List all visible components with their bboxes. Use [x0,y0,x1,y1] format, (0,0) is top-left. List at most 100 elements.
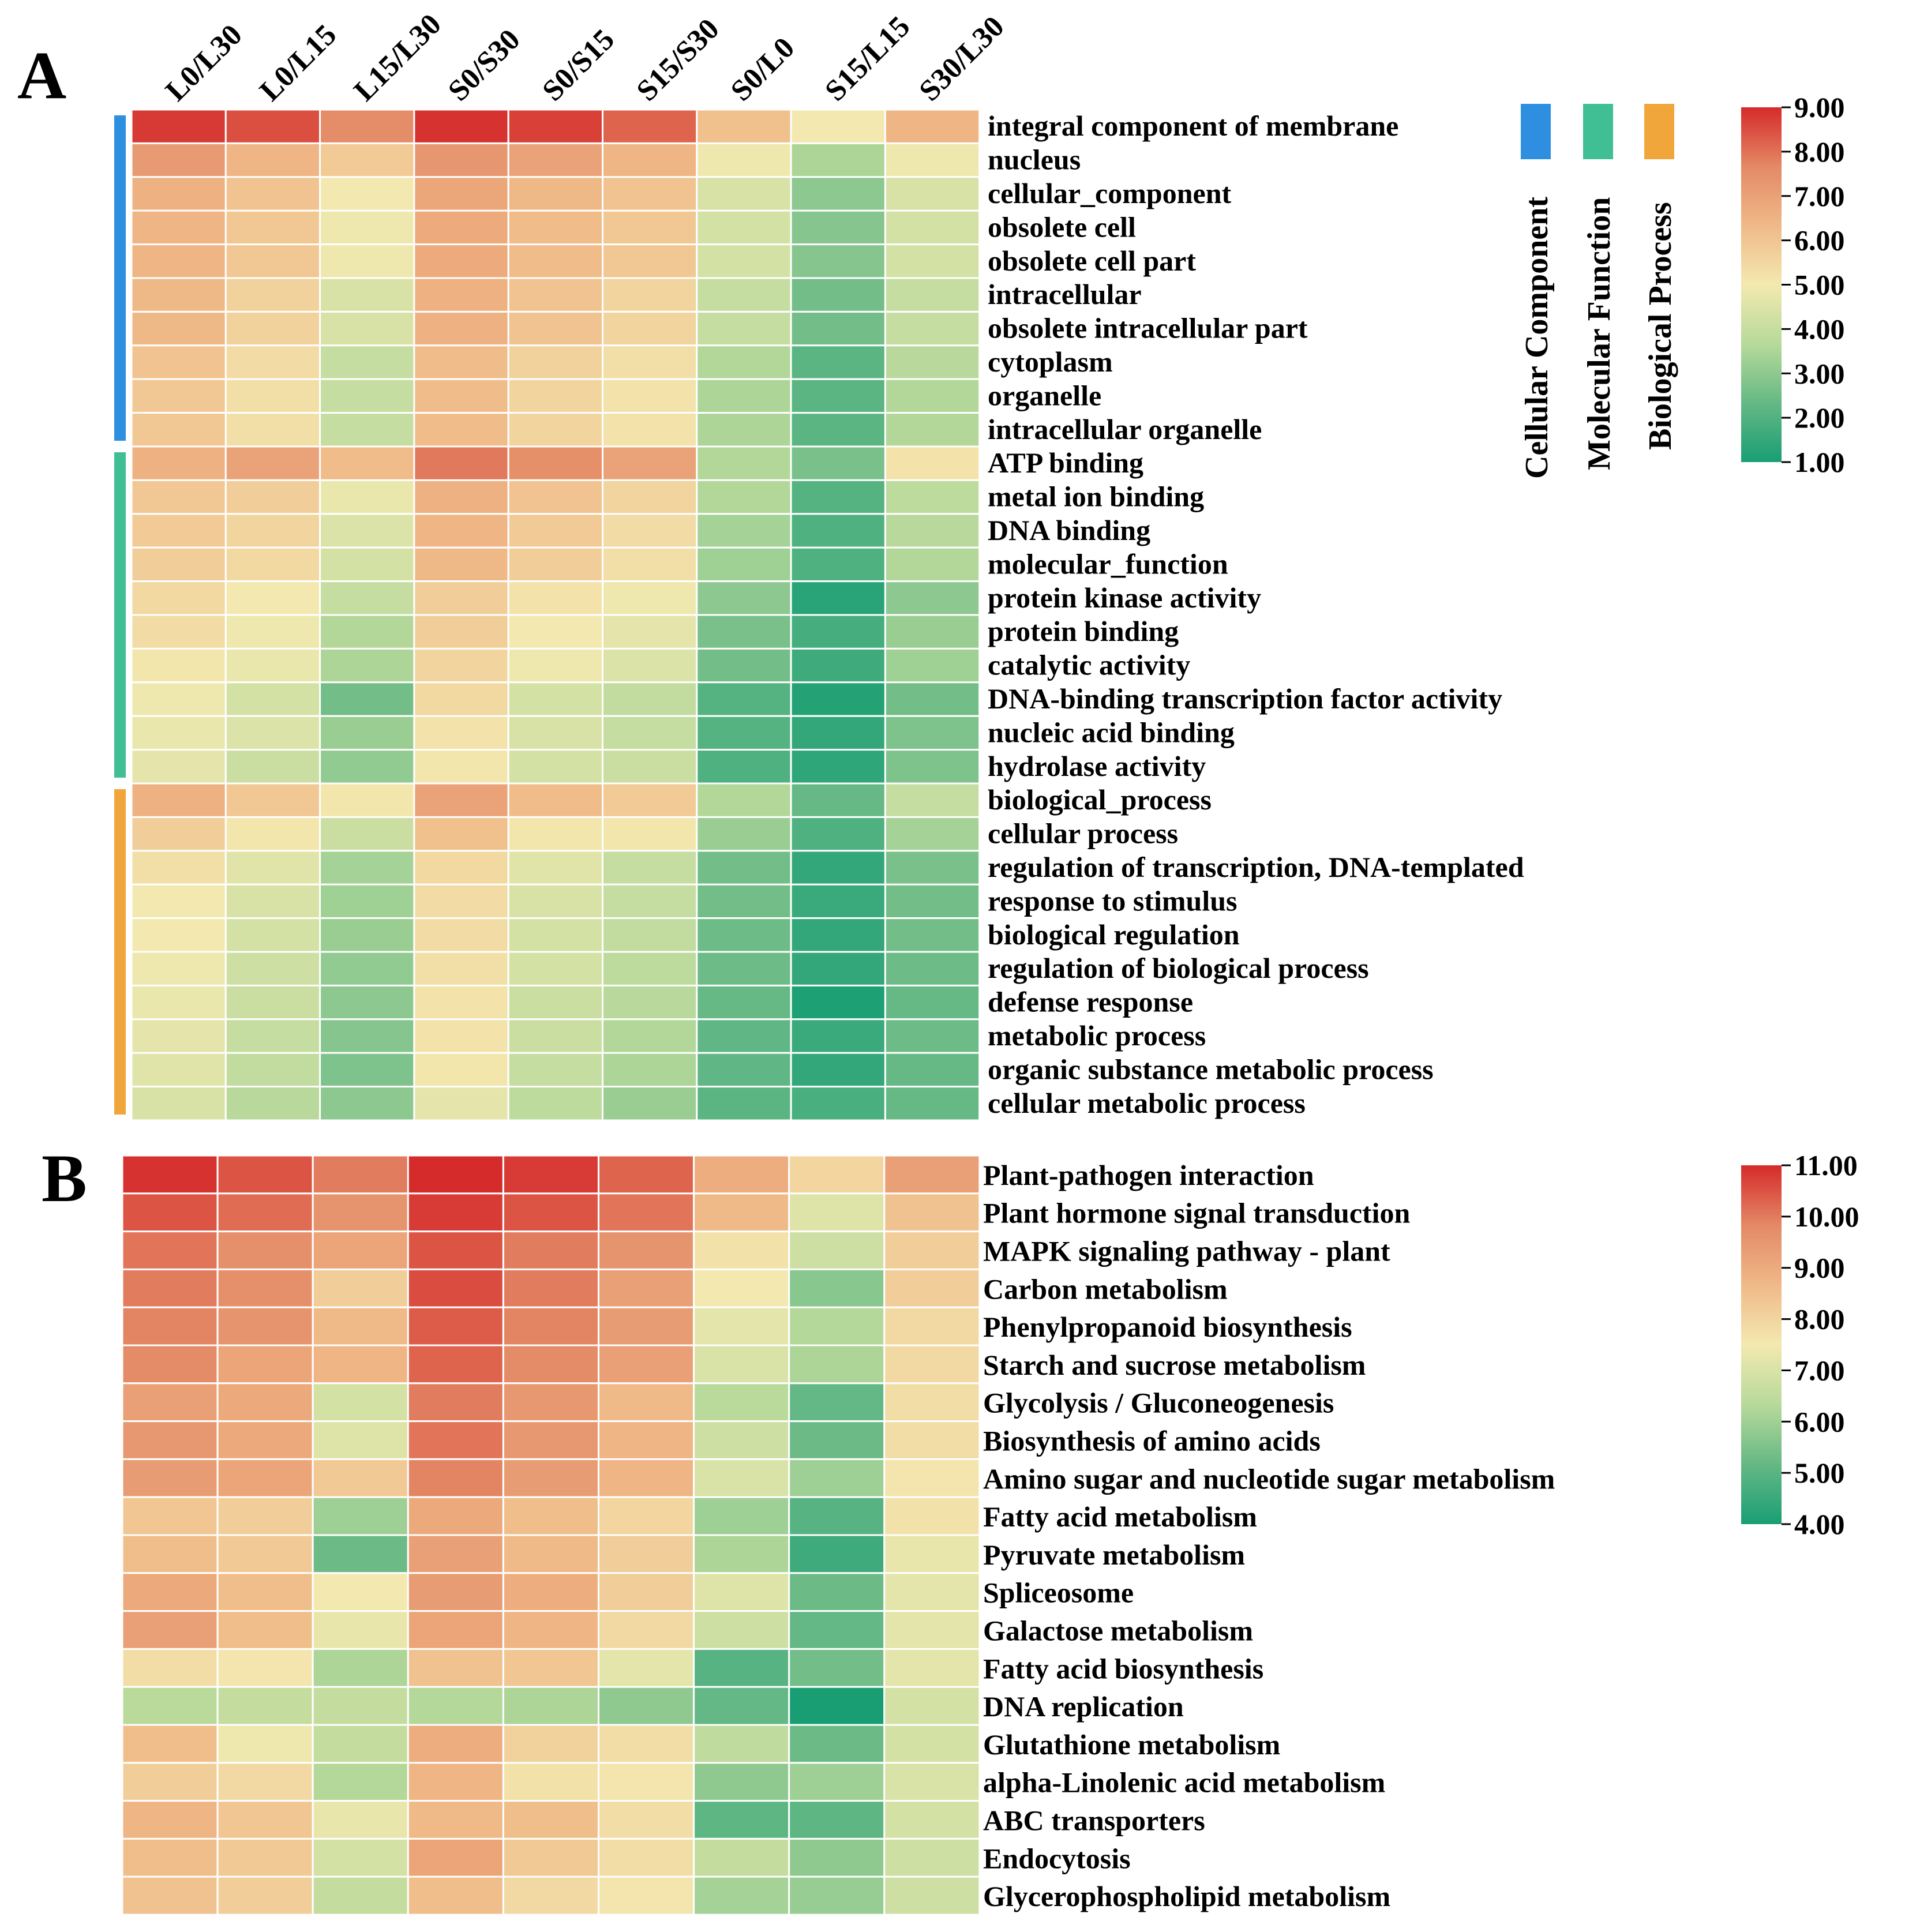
cell-b-glycolysis-gluconeogenesis-s30-l30 [883,1382,981,1423]
cell-a-dna-binding-transcription-factor-activity-s0-s30 [413,681,509,717]
cell-a-regulation-of-transcription-dna-templated-l15-l30 [319,850,415,886]
cell-b-endocytosis-s15-s30 [598,1837,695,1878]
colorbar-b-tick-label: 4.00 [1794,1508,1845,1540]
cell-a-metabolic-process-s0-s30 [413,1018,509,1054]
cell-a-obsolete-cell-part-s0-s30 [413,243,509,279]
cell-a-integral-component-of-membrane-s15-l15 [790,108,886,144]
cell-a-molecular-function-s0-l0 [696,546,792,583]
colorbar-a-tick-label: 4.00 [1794,313,1845,345]
cell-b-galactose-metabolism-s15-s30 [598,1610,695,1650]
column-label-s0-s30: S0/S30 [442,23,527,108]
cell-b-endocytosis-l0-l30 [121,1837,219,1878]
cell-a-metal-ion-binding-s15-l15 [790,479,886,515]
cell-a-integral-component-of-membrane-s0-s30 [413,108,509,144]
cell-a-atp-binding-l0-l15 [224,445,321,481]
cell-a-response-to-stimulus-s0-s30 [413,883,509,920]
cell-b-abc-transporters-s15-l15 [788,1800,886,1840]
cell-b-carbon-metabolism-s0-s15 [502,1268,600,1308]
cell-b-biosynthesis-of-amino-acids-l15-l30 [312,1420,409,1460]
row-label-b-pyruvate-metabolism: Pyruvate metabolism [983,1539,1245,1571]
cell-a-obsolete-cell-s15-l15 [790,209,886,246]
cell-a-regulation-of-transcription-dna-templated-s0-s30 [413,850,509,886]
cell-a-organelle-l15-l30 [319,378,415,414]
cell-a-integral-component-of-membrane-s0-s15 [507,108,604,144]
cell-a-cellular-process-s0-s15 [507,816,604,852]
cell-b-fatty-acid-biosynthesis-s15-l15 [788,1648,886,1688]
row-label-a-obsolete-cell-part: obsolete cell part [988,245,1196,277]
cell-a-cellular-process-s0-s30 [413,816,509,852]
cell-a-intracellular-l0-l15 [224,277,321,313]
cell-a-cellular-process-s15-l15 [790,816,886,852]
row-label-b-carbon-metabolism: Carbon metabolism [983,1273,1228,1305]
cell-a-catalytic-activity-s0-s15 [507,647,604,684]
cell-a-molecular-function-s30-l30 [884,546,981,583]
cell-a-molecular-function-l0-l15 [224,546,321,583]
cell-a-regulation-of-biological-process-l0-l15 [224,951,321,986]
cell-a-integral-component-of-membrane-l0-l30 [130,108,227,144]
cell-b-plant-hormone-signal-transduction-s0-s30 [407,1192,504,1233]
cell-a-nucleus-s15-l15 [790,142,886,178]
cell-b-fatty-acid-biosynthesis-l0-l15 [216,1648,314,1688]
column-label-s0-s15: S0/S15 [536,23,621,108]
cell-b-biosynthesis-of-amino-acids-s0-l0 [693,1420,790,1460]
row-label-b-plant-pathogen-interaction: Plant-pathogen interaction [983,1159,1314,1191]
row-label-a-metal-ion-binding: metal ion binding [988,481,1204,513]
panel-letter-a: A [17,37,66,113]
cell-a-defense-response-l0-l15 [224,984,321,1021]
cell-b-glycolysis-gluconeogenesis-s15-s30 [598,1382,695,1423]
cell-b-alpha-linolenic-acid-metabolism-l0-l15 [216,1762,314,1802]
cell-b-carbon-metabolism-l15-l30 [312,1268,409,1308]
cell-b-galactose-metabolism-s0-s15 [502,1610,600,1650]
cell-a-organelle-l0-l15 [224,378,321,414]
cell-a-biological-regulation-s0-s15 [507,917,604,953]
cell-b-starch-and-sucrose-metabolism-l15-l30 [312,1344,409,1385]
cell-a-metal-ion-binding-l0-l15 [224,479,321,515]
cell-a-biological-process-l15-l30 [319,782,415,818]
cell-a-metal-ion-binding-l0-l30 [130,479,227,515]
cell-a-cytoplasm-l0-l15 [224,344,321,380]
cell-a-dna-binding-transcription-factor-activity-s30-l30 [884,681,981,717]
cell-a-nucleic-acid-binding-s0-s15 [507,715,604,751]
cell-a-obsolete-cell-part-s15-s30 [602,243,698,279]
cell-a-obsolete-cell-part-s0-s15 [507,243,604,279]
cell-a-atp-binding-s30-l30 [884,445,981,481]
row-label-a-cellular-component: cellular_component [988,177,1232,209]
cell-a-regulation-of-biological-process-s15-s30 [602,951,698,986]
cell-a-hydrolase-activity-s0-l0 [696,749,792,785]
cell-a-organelle-s0-s15 [507,378,604,414]
row-label-b-plant-hormone-signal-transduction: Plant hormone signal transduction [983,1197,1411,1229]
cell-a-defense-response-s15-s30 [602,984,698,1021]
cell-a-obsolete-intracellular-part-l0-l30 [130,310,227,347]
cell-a-dna-binding-s0-s30 [413,513,509,549]
cell-b-glycolysis-gluconeogenesis-l0-l15 [216,1382,314,1423]
cell-a-dna-binding-transcription-factor-activity-s0-l0 [696,681,792,717]
cell-b-pyruvate-metabolism-s15-l15 [788,1534,886,1574]
cell-a-regulation-of-transcription-dna-templated-s15-l15 [790,850,886,886]
cell-b-plant-hormone-signal-transduction-s30-l30 [883,1192,981,1233]
cell-a-cellular-metabolic-process-s0-s30 [413,1086,509,1121]
cell-b-glutathione-metabolism-s15-l15 [788,1724,886,1764]
cell-b-dna-replication-l0-l15 [216,1686,314,1726]
cell-b-abc-transporters-s15-s30 [598,1800,695,1840]
cell-a-nucleic-acid-binding-s30-l30 [884,715,981,751]
cell-a-hydrolase-activity-s15-s30 [602,749,698,785]
cell-b-galactose-metabolism-l0-l15 [216,1610,314,1650]
column-label-s0-l0: S0/L0 [725,31,801,107]
cell-a-dna-binding-transcription-factor-activity-l0-l15 [224,681,321,717]
cell-b-mapk-signaling-pathway-plant-s15-l15 [788,1231,886,1270]
row-label-a-biological-regulation: biological regulation [988,918,1240,951]
cell-b-spliceosome-s15-l15 [788,1572,886,1612]
cell-b-plant-hormone-signal-transduction-l15-l30 [312,1192,409,1233]
cell-b-dna-replication-s0-l0 [693,1686,790,1726]
cell-a-organic-substance-metabolic-process-l0-l15 [224,1052,321,1088]
heatmap-a-category-bars [114,115,126,1115]
colorbar-b-tick-label: 9.00 [1794,1252,1845,1284]
cell-a-protein-kinase-activity-s30-l30 [884,580,981,616]
cell-b-amino-sugar-and-nucleotide-sugar-metabolism-s0-l0 [693,1458,790,1498]
colorbar-a-tick-label: 1.00 [1794,446,1845,478]
cell-a-atp-binding-s15-l15 [790,445,886,481]
cell-a-cellular-component-s0-l0 [696,176,792,212]
cell-a-protein-binding-s15-s30 [602,614,698,650]
cell-a-molecular-function-s0-s30 [413,546,509,583]
cell-a-obsolete-intracellular-part-s15-l15 [790,310,886,347]
